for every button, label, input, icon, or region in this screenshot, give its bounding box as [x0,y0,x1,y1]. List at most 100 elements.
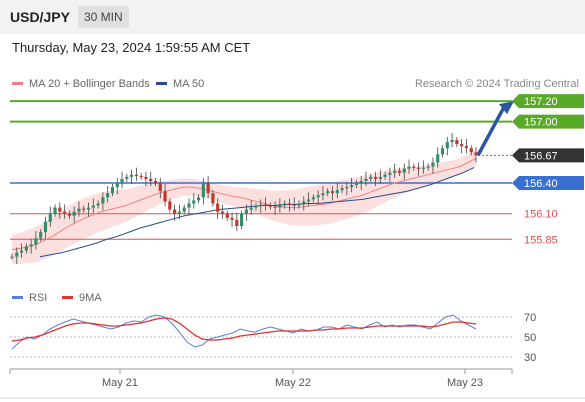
candle-body [440,148,445,155]
candle-body [416,167,421,169]
candle-body [259,204,263,206]
candle-body [206,183,210,194]
candle-body [134,174,138,177]
candle-body [29,244,33,247]
candle-body [460,144,464,147]
candle-body [254,205,258,208]
candle-body [67,213,72,216]
candle-body [292,204,296,206]
x-tick-label-2: May 23 [447,377,483,389]
legend-rsi: RSI [12,292,47,304]
rsi-series-1 [11,317,477,342]
candle-body [201,183,205,198]
candle-body [302,201,306,204]
symbol-label: USD/JPY [10,9,70,25]
candle-body [350,185,354,188]
x-tick-label-1: May 22 [275,377,311,389]
candle-body [287,203,292,205]
candle-body [364,178,368,181]
candle-body [120,178,124,183]
legend-ma20: MA 20 + Bollinger Bands [12,78,150,90]
level-label-1: 157.00 [524,117,558,129]
candle-body [48,213,52,222]
candle-body [115,183,119,188]
candle-body [354,183,359,186]
candle-body [330,191,335,194]
candle-body [263,204,268,206]
candle-body [316,195,320,198]
candle-body [220,211,225,214]
candle-body [110,187,115,194]
candle-body [230,217,234,220]
x-tick-label-0: May 21 [102,377,138,389]
candle-body [101,197,105,204]
legend-ma50: MA 50 [156,78,204,90]
candle-body [149,178,153,181]
candle-body [216,203,220,212]
candle-body [96,203,100,206]
candle-body [139,175,143,178]
level-label-5: 155.85 [524,234,558,246]
candle-body [192,200,196,204]
rsi-tick-0: 70 [524,312,536,324]
candle-body [464,146,469,149]
header-bar: USD/JPY 30 MIN [0,0,585,34]
level-label-3: 156.40 [524,178,558,190]
candle-body [106,193,110,198]
candle-body [359,180,363,183]
candle-body [163,191,167,202]
candle-body [421,167,425,169]
candle-body [58,207,62,212]
candle-body [383,174,387,177]
candle-body [445,142,449,149]
candle-body [144,176,148,179]
candle-body [455,140,459,145]
candle-body [82,208,86,210]
legend-9ma: 9MA [62,292,102,304]
candle-body [39,232,43,239]
candle-body [397,170,402,173]
candle-body [129,174,134,177]
candle-body [450,140,454,143]
rsi-series-0 [11,314,477,350]
candle-body [321,193,325,196]
candle-body [158,183,162,192]
candle-body [326,191,330,194]
candle-body [388,172,392,175]
candle-body [72,211,76,216]
candle-body [244,209,248,214]
candle-body [225,213,229,218]
rsi-tick-1: 50 [524,332,536,344]
candle-body [412,166,416,168]
level-label-2: 156.67 [524,150,558,162]
candle-body [345,187,349,189]
candle-body [86,207,91,210]
candle-body [402,168,406,173]
level-tag-3 [512,176,584,190]
candle-body [283,203,287,206]
candle-body [335,190,339,194]
candle-body [273,206,277,208]
rsi-tick-2: 30 [524,352,536,364]
ma20-line [11,157,477,250]
level-label-4: 156.10 [524,209,558,221]
candle-body [235,219,239,226]
candle-body [436,154,440,163]
candle-body [431,162,435,167]
candle-body [10,256,14,258]
candle-body [469,148,473,153]
candle-body [369,176,373,179]
candle-body [240,213,244,226]
candle-body [24,246,28,251]
candle-body [91,205,95,208]
candle-body [63,211,67,214]
level-tag-2 [512,148,584,163]
timestamp: Thursday, May 23, 2024 1:59:55 AM CET [12,40,251,55]
candle-body [173,209,177,214]
candle-body [407,166,411,169]
candle-body [306,199,311,202]
level-tag-1 [512,114,584,129]
candle-body [153,180,158,183]
timeframe-button[interactable]: 30 MIN [78,6,129,28]
